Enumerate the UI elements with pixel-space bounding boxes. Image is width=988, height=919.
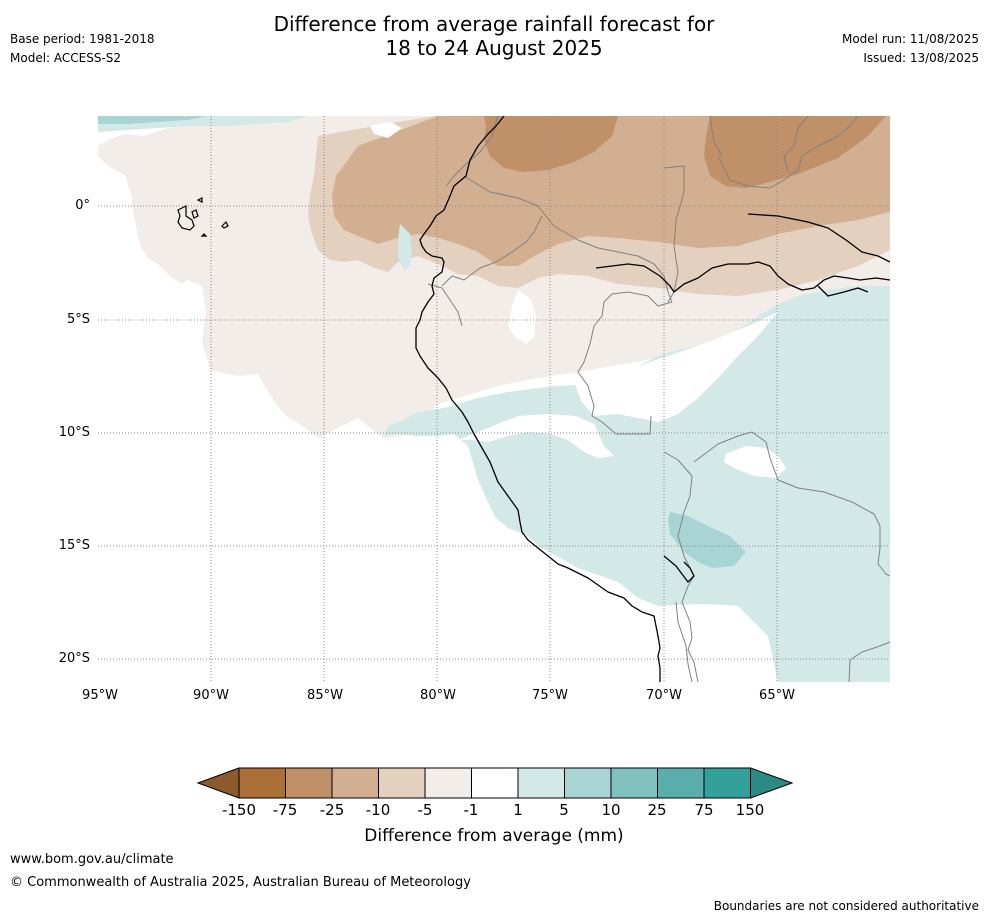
boundary-disclaimer: Boundaries are not considered authoritat… bbox=[713, 899, 979, 913]
page-title: Difference from average rainfall forecas… bbox=[0, 12, 988, 60]
colorbar-label: 5 bbox=[559, 801, 569, 819]
lon-label-75w: 75°W bbox=[532, 688, 568, 703]
lat-label-20s: 20°S bbox=[58, 651, 90, 666]
anomaly-region-plus5 bbox=[668, 512, 746, 568]
country-borders bbox=[427, 116, 890, 682]
colorbar-label: -25 bbox=[319, 801, 345, 819]
colorbar-extend-low bbox=[196, 767, 240, 799]
colorbar-segment bbox=[657, 767, 705, 799]
neutral-pocket-5 bbox=[576, 312, 778, 422]
lon-label-95w: 95°W bbox=[82, 688, 118, 703]
title-line-2: 18 to 24 August 2025 bbox=[385, 36, 603, 60]
lon-label-80w: 80°W bbox=[420, 688, 456, 703]
neutral-pocket-4 bbox=[458, 414, 614, 458]
colorbar-segment bbox=[517, 767, 565, 799]
colorbar-label: -5 bbox=[417, 801, 433, 819]
anomaly-region-plus1-offshore bbox=[398, 224, 412, 270]
colorbar-segment bbox=[331, 767, 379, 799]
colorbar-label: -150 bbox=[221, 801, 257, 819]
colorbar-label: 25 bbox=[647, 801, 667, 819]
colorbar-label: 75 bbox=[694, 801, 714, 819]
colorbar-label: -75 bbox=[272, 801, 298, 819]
issued-text: Issued: 13/08/2025 bbox=[863, 51, 979, 65]
lon-label-90w: 90°W bbox=[193, 688, 229, 703]
anomaly-region-minus25-north bbox=[484, 116, 618, 172]
model-text: Model: ACCESS-S2 bbox=[10, 51, 122, 65]
colorbar-extend-high bbox=[750, 767, 794, 799]
model-run-text: Model run: 11/08/2025 bbox=[841, 32, 979, 46]
lat-label-5s: 5°S bbox=[66, 312, 90, 327]
colorbar-label: -1 bbox=[463, 801, 479, 819]
anomaly-region-minus1-small bbox=[108, 148, 138, 158]
colorbar-segment bbox=[378, 767, 426, 799]
neutral-pocket-1 bbox=[508, 290, 536, 344]
rainfall-map bbox=[98, 116, 890, 682]
lon-label-70w: 70°W bbox=[646, 688, 682, 703]
footer-copyright: © Commonwealth of Australia 2025, Austra… bbox=[10, 875, 471, 890]
lat-label-10s: 10°S bbox=[58, 425, 90, 440]
colorbar-label: 150 bbox=[735, 801, 765, 819]
lat-label-15s: 15°S bbox=[58, 538, 90, 553]
anomaly-region-plus1-south bbox=[472, 416, 890, 682]
title-line-1: Difference from average rainfall forecas… bbox=[273, 12, 715, 36]
colorbar-segment bbox=[564, 767, 612, 799]
graticule bbox=[98, 116, 890, 682]
anomaly-region-plus5-northwest bbox=[98, 116, 208, 124]
colorbar-segment bbox=[285, 767, 333, 799]
footer-url: www.bom.gov.au/climate bbox=[10, 852, 174, 867]
colorbar-title: Difference from average (mm) bbox=[364, 826, 624, 846]
base-period-text: Base period: 1981-2018 bbox=[10, 32, 155, 46]
lon-label-85w: 85°W bbox=[307, 688, 343, 703]
colorbar-segment bbox=[424, 767, 472, 799]
lon-label-65w: 65°W bbox=[759, 688, 795, 703]
colorbar-label: 10 bbox=[601, 801, 621, 819]
colorbar bbox=[196, 767, 794, 799]
colorbar-segment bbox=[471, 767, 519, 799]
galapagos-islands bbox=[177, 197, 229, 237]
colorbar-segment bbox=[238, 767, 286, 799]
anomaly-region-plus1-coast bbox=[454, 414, 678, 460]
colorbar-segment bbox=[610, 767, 658, 799]
lat-label-0: 0° bbox=[75, 198, 90, 213]
coastline bbox=[415, 116, 890, 682]
neutral-pocket-2 bbox=[370, 122, 402, 138]
neutral-pocket-3 bbox=[724, 446, 786, 478]
colorbar-label: -10 bbox=[365, 801, 391, 819]
colorbar-label: 1 bbox=[513, 801, 523, 819]
colorbar-segment bbox=[703, 767, 751, 799]
